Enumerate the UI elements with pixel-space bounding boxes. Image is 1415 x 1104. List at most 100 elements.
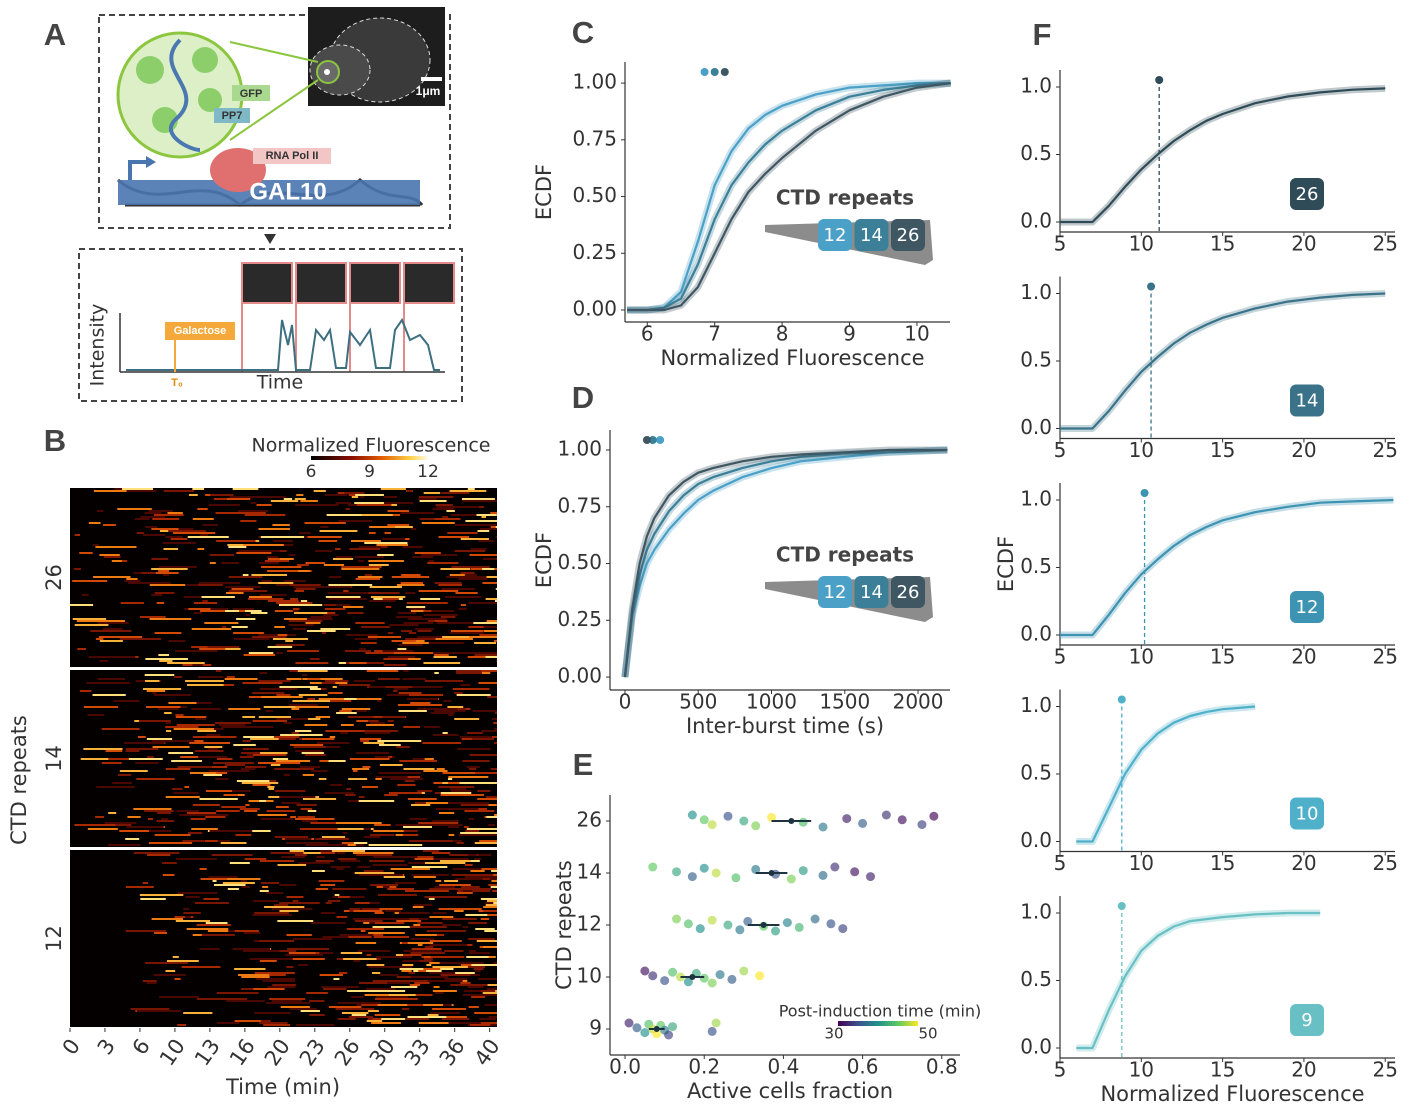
x-tick-label: 10 xyxy=(1129,851,1154,875)
heatmap-cell xyxy=(118,758,163,760)
heatmap-cell xyxy=(485,656,497,658)
legend-label: 12 xyxy=(824,225,847,246)
heatmap-cell xyxy=(279,558,294,560)
heatmap-cell xyxy=(335,548,341,550)
heatmap-cell xyxy=(415,640,425,642)
legend-label: 12 xyxy=(824,582,847,603)
heatmap-cell xyxy=(294,590,304,592)
heatmap-cell xyxy=(307,810,317,812)
heatmap-cell xyxy=(197,548,205,550)
heatmap-cell xyxy=(128,582,171,584)
heatmap-cell xyxy=(119,830,151,832)
heatmap-cell xyxy=(434,710,466,712)
heatmap-cell xyxy=(151,558,169,560)
point xyxy=(699,973,709,983)
heatmap-cell xyxy=(360,496,365,498)
heatmap-cell xyxy=(158,708,179,710)
heatmap-cell xyxy=(290,598,298,600)
heatmap-cell xyxy=(477,530,490,532)
heatmap-cell xyxy=(293,746,326,748)
heatmap-cell xyxy=(276,566,302,568)
heatmap-cell xyxy=(165,530,197,532)
point xyxy=(798,817,808,827)
schematic: 1μm GFP PP7 RNA Pol II GAL10 Galactose T… xyxy=(78,7,463,402)
heatmap-cell xyxy=(231,626,248,628)
heatmap-cell xyxy=(402,678,427,680)
stimulus-box xyxy=(165,322,235,340)
heatmap-cell xyxy=(341,1012,369,1014)
heatmap-cell xyxy=(147,756,154,758)
heatmap-cell xyxy=(401,834,419,836)
heatmap-cell xyxy=(191,708,221,710)
heatmap-cell xyxy=(321,682,336,684)
heatmap-cell xyxy=(292,700,331,702)
heatmap-cell xyxy=(396,954,422,956)
heatmap-cell xyxy=(173,728,215,730)
heatmap-cell xyxy=(310,616,332,618)
heatmap-cell xyxy=(259,960,277,962)
heatmap-cell xyxy=(323,564,344,566)
heatmap-cell xyxy=(165,970,176,972)
heatmap-cell xyxy=(237,510,269,512)
heatmap-cell xyxy=(477,798,497,800)
x-tick-label: 1000 xyxy=(746,690,797,714)
heatmap-cell xyxy=(227,878,261,880)
heatmap-cell xyxy=(77,648,86,650)
heatmap-cell xyxy=(373,934,384,936)
heatmap-cell xyxy=(205,922,228,924)
heatmap-cell xyxy=(194,902,229,904)
heatmap-cell xyxy=(315,888,328,890)
heatmap-cell xyxy=(305,622,321,624)
heatmap-cell xyxy=(199,648,232,650)
heatmap-cell xyxy=(323,974,343,976)
legend-label: 10 xyxy=(1296,804,1319,825)
heatmap-cell xyxy=(448,834,455,836)
heatmap-cell xyxy=(163,548,179,550)
heatmap-cell xyxy=(397,612,416,614)
heatmap-cell xyxy=(234,930,259,932)
heatmap-cell xyxy=(156,820,175,822)
x-tick-label: 0.8 xyxy=(926,1055,958,1079)
heatmap-cell xyxy=(98,636,143,638)
heatmap-cell xyxy=(403,826,432,828)
y-tick-label: 26 xyxy=(42,564,66,591)
heatmap-cell xyxy=(413,970,442,972)
colorbar xyxy=(838,1021,918,1026)
heatmap-cell xyxy=(252,720,287,722)
heatmap-cell xyxy=(370,884,399,886)
ecdf-line xyxy=(623,448,948,678)
heatmap-cell xyxy=(187,684,224,686)
heatmap-cell xyxy=(329,736,336,738)
heatmap-cell xyxy=(345,508,350,510)
heatmap-cell xyxy=(399,968,433,970)
heatmap-cell xyxy=(484,930,497,932)
heatmap-cell xyxy=(135,762,159,764)
heatmap-cell xyxy=(328,692,343,694)
heatmap-cell xyxy=(495,536,497,538)
heatmap-cell xyxy=(167,512,183,514)
heatmap-cell xyxy=(391,576,430,578)
heatmap-cell xyxy=(153,974,186,976)
heatmap-cell xyxy=(152,692,157,694)
x-tick-label: 25 xyxy=(1373,232,1398,256)
heatmap-cell xyxy=(225,648,241,650)
heatmap-cell xyxy=(349,908,361,910)
heatmap-cell xyxy=(383,658,408,660)
mean xyxy=(768,870,775,876)
heatmap-cell xyxy=(379,744,401,746)
heatmap-cell xyxy=(340,724,354,726)
x-tick-label: 40 xyxy=(470,1035,505,1071)
heatmap-cell xyxy=(266,810,296,812)
heatmap-cell xyxy=(346,928,385,930)
heatmap-cell xyxy=(211,854,253,856)
heatmap-cell xyxy=(205,494,213,496)
heatmap-cell xyxy=(274,768,315,770)
heatmap-cell xyxy=(279,796,316,798)
heatmap-cell xyxy=(311,770,328,772)
heatmap-cell xyxy=(191,828,218,830)
heatmap-cell xyxy=(432,820,459,822)
heatmap-cell xyxy=(403,950,442,952)
y-tick-label: 14 xyxy=(577,860,602,884)
x-tick-label: 10 xyxy=(1129,438,1154,462)
point xyxy=(751,821,761,831)
